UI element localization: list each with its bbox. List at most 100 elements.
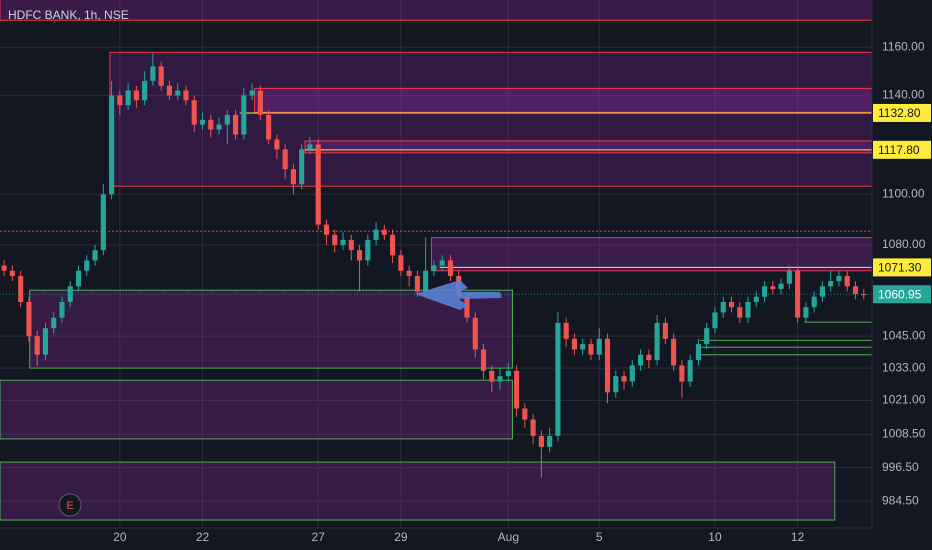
zone [0, 379, 513, 440]
candle-body [803, 307, 809, 318]
candle-body [356, 250, 363, 261]
arrow-drawing [415, 280, 502, 310]
level-label: 1117.80 [878, 143, 920, 157]
y-tick-label: 1033.00 [882, 360, 926, 374]
y-tick-label: 1045.00 [882, 328, 926, 342]
chart-title: HDFC BANK, 1h, NSE [8, 8, 129, 22]
candle-body [233, 114, 239, 135]
candle-body [861, 294, 867, 296]
candle-body [671, 338, 677, 366]
candle-body [530, 419, 536, 436]
candle-body [464, 296, 470, 318]
level-label-box [873, 140, 931, 159]
level-label: 1132.80 [878, 106, 921, 120]
candle-body [811, 296, 817, 308]
candle-body [307, 144, 313, 150]
candle-body [365, 239, 371, 261]
candle-body [761, 286, 768, 297]
x-tick-label: Aug [498, 530, 519, 544]
candle-body [125, 90, 131, 106]
candle-body [836, 275, 842, 282]
candle-body [497, 376, 503, 382]
candle-body [274, 139, 280, 150]
candle-body [695, 344, 701, 361]
candle-body [480, 349, 487, 371]
candle-body [604, 338, 611, 393]
zone [0, 461, 836, 521]
candle-body [662, 322, 668, 339]
candle-body [117, 95, 123, 106]
candle-body [348, 239, 354, 251]
candle-body [191, 100, 197, 125]
candle-body [158, 66, 164, 86]
candle-body [133, 90, 139, 101]
candle-body [447, 260, 454, 276]
candle-body [728, 301, 735, 308]
x-tick-label: 29 [394, 530, 408, 544]
candle-body [704, 328, 710, 345]
axes: 1160.00 1140.00 1100.00 1080.00 1045.00 1033.… [0, 39, 931, 544]
event-icon-label[interactable]: E [66, 500, 73, 512]
candle-body [720, 301, 726, 313]
candle-body [84, 260, 90, 271]
zone [254, 87, 873, 113]
y-tick-label: 1008.50 [882, 427, 926, 441]
candle-body [175, 90, 181, 96]
level-label-box [873, 258, 931, 277]
candle-body [414, 275, 420, 292]
candle-body [547, 435, 553, 447]
candle-body [770, 286, 776, 289]
grid [0, 0, 872, 528]
candle-body [51, 317, 57, 329]
candle-body [472, 317, 478, 350]
y-tick-label: 984.50 [882, 493, 919, 507]
candle-body [208, 119, 214, 130]
candle-body [381, 229, 387, 235]
candle-body [514, 370, 520, 409]
candle-body [852, 286, 859, 295]
last-price-box [873, 285, 931, 304]
candle-body [621, 376, 627, 382]
candle-body [795, 270, 801, 318]
candle-body [588, 344, 594, 355]
candle-body [580, 344, 586, 350]
candle-body [9, 270, 15, 276]
candle-body [844, 275, 850, 287]
candle-body [646, 354, 652, 361]
candle-body [199, 119, 206, 125]
candle-body [423, 270, 429, 292]
candle-body [282, 149, 288, 170]
candle-body [142, 80, 148, 101]
candle-body [67, 286, 73, 302]
y-tick-label: 1140.00 [882, 88, 925, 102]
last-price-label: 1060.95 [878, 287, 922, 301]
candle-body [92, 250, 98, 261]
x-tick-label: 20 [113, 530, 127, 544]
level-label: 1071.30 [878, 261, 922, 275]
candle-body [828, 281, 834, 287]
candle-body [571, 338, 578, 350]
candle-body [629, 365, 635, 382]
event-icon[interactable] [58, 493, 82, 517]
candle-body [596, 338, 602, 355]
candle-body [340, 239, 346, 246]
zone [304, 140, 873, 154]
zone [109, 51, 873, 187]
candle-body [786, 270, 792, 284]
candles [1, 52, 867, 478]
candle-body [18, 275, 24, 302]
candle-body [166, 85, 173, 96]
candle-body [373, 229, 379, 240]
candle-body [257, 90, 263, 115]
candle-body [1, 265, 7, 271]
candle-body [26, 301, 32, 337]
candle-body [109, 95, 115, 195]
candle-body [266, 114, 272, 140]
candle-body [638, 354, 644, 366]
candle-body [489, 370, 495, 382]
candle-body [150, 66, 156, 81]
candle-body [613, 376, 619, 393]
